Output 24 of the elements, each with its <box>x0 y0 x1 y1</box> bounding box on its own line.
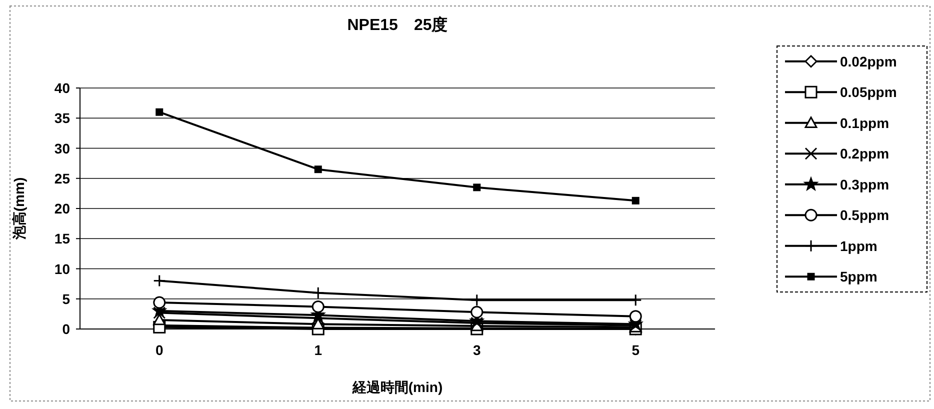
legend-label: 0.1ppm <box>840 114 890 131</box>
y-tick-label: 20 <box>54 200 70 216</box>
legend-label: 0.05ppm <box>840 84 897 100</box>
chart-title: NPE15 25度 <box>347 15 448 34</box>
y-tick-label: 0 <box>62 321 70 337</box>
x-tick-label: 0 <box>155 342 164 358</box>
y-axis-title: 泡高(mm) <box>11 177 27 241</box>
y-tick-label: 35 <box>54 110 70 126</box>
legend-label: 0.2ppm <box>840 146 890 162</box>
y-tick-label: 5 <box>62 290 70 307</box>
y-tick-label: 25 <box>54 170 70 186</box>
legend-label: 0.5ppm <box>840 207 890 224</box>
legend-label: 0.3ppm <box>840 176 890 192</box>
legend-label: 1ppm <box>840 238 878 254</box>
y-tick-label: 15 <box>54 230 70 247</box>
x-tick-label: 5 <box>632 342 640 358</box>
x-tick-label: 3 <box>472 342 481 358</box>
legend-label: 0.02ppm <box>840 53 897 70</box>
y-tick-label: 10 <box>54 260 70 277</box>
x-axis-title: 経過時間(min) <box>351 379 443 395</box>
legend-label: 5ppm <box>840 268 878 285</box>
y-tick-label: 40 <box>54 80 70 96</box>
y-tick-label: 30 <box>54 140 70 156</box>
x-tick-label: 1 <box>314 342 322 358</box>
